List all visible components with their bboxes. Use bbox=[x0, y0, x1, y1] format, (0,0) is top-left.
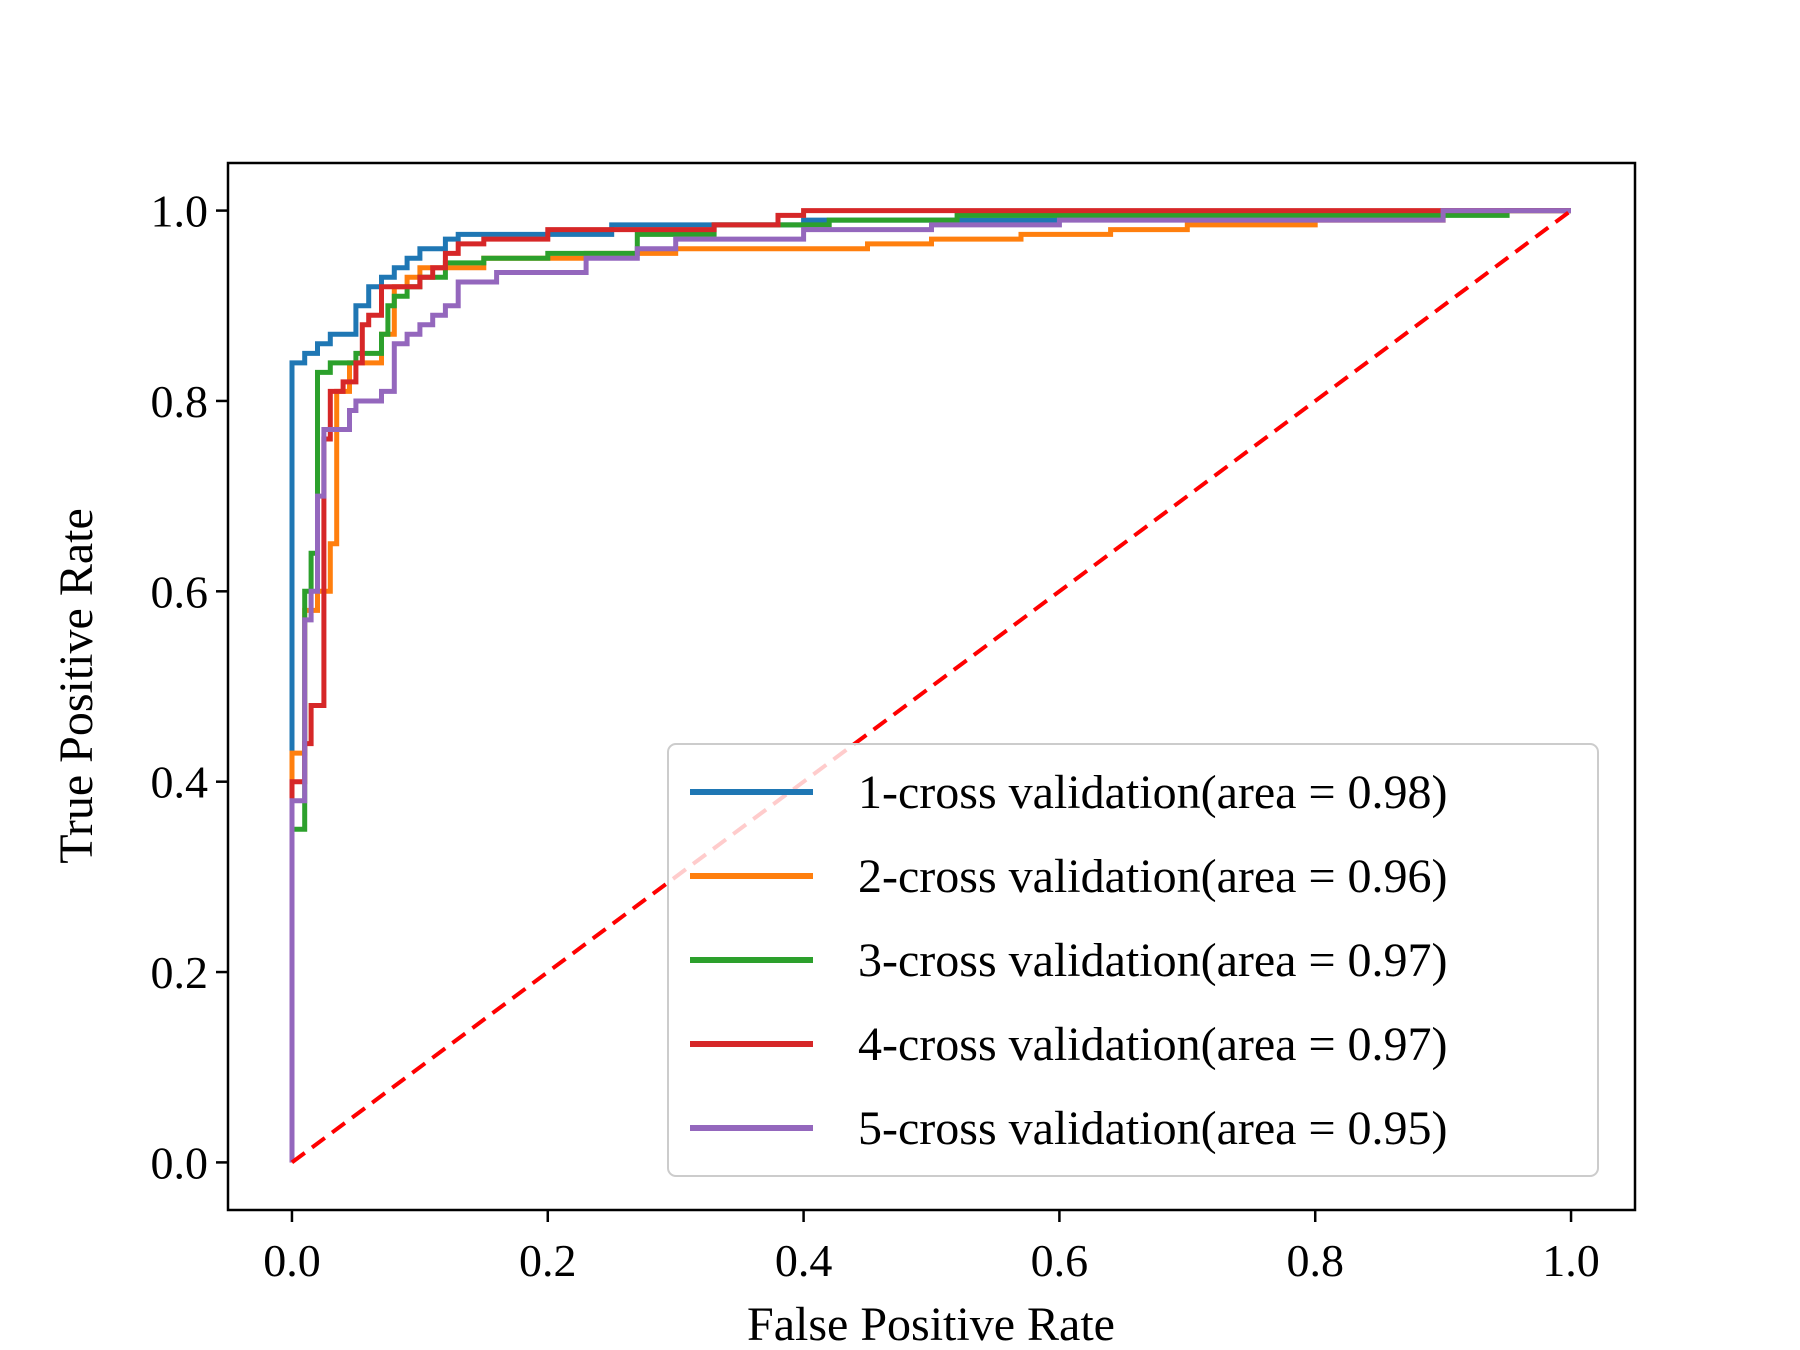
series-line-5 bbox=[289, 208, 1571, 1163]
y-axis-title: True Positive Rate bbox=[50, 508, 103, 864]
y-tick-label: 0.0 bbox=[151, 1137, 209, 1188]
series-line-2 bbox=[289, 208, 1571, 1163]
reference-diagonal-line bbox=[290, 208, 1573, 1165]
legend: 1-cross validation(area = 0.98) 2-cross v… bbox=[667, 743, 1599, 1177]
series-line-1 bbox=[289, 208, 1571, 1163]
legend-box bbox=[667, 743, 1599, 1177]
axis-ticks: 0.0 0.2 0.4 0.6 0.8 1.0 0.0 0.2 0.4 0.6 0.8 1.0 bbox=[151, 186, 1600, 1286]
y-tick-label: 0.8 bbox=[151, 376, 209, 427]
y-tick-label: 0.4 bbox=[151, 757, 209, 808]
y-tick-label: 1.0 bbox=[151, 186, 209, 237]
x-tick-label: 0.2 bbox=[519, 1235, 577, 1286]
x-tick-label: 0.6 bbox=[1031, 1235, 1089, 1286]
legend-label-2: 2-cross validation(area = 0.96) bbox=[858, 850, 1448, 903]
legend-label-1: 1-cross validation(area = 0.98) bbox=[858, 766, 1448, 819]
legend-label-3: 3-cross validation(area = 0.97) bbox=[858, 934, 1448, 987]
x-tick-label: 0.4 bbox=[775, 1235, 833, 1286]
series-line-4 bbox=[289, 208, 1571, 1163]
plot-frame bbox=[226, 161, 1637, 1212]
x-tick-label: 0.0 bbox=[263, 1235, 321, 1286]
x-tick-label: 0.8 bbox=[1286, 1235, 1344, 1286]
x-axis-title: False Positive Rate bbox=[747, 1298, 1115, 1350]
plot-area bbox=[289, 208, 1573, 1165]
y-tick-label: 0.6 bbox=[151, 566, 209, 617]
legend-label-5: 5-cross validation(area = 0.95) bbox=[858, 1102, 1448, 1155]
x-tick-label: 1.0 bbox=[1542, 1235, 1600, 1286]
y-tick-label: 0.2 bbox=[151, 947, 209, 998]
legend-label-4: 4-cross validation(area = 0.97) bbox=[858, 1018, 1448, 1071]
